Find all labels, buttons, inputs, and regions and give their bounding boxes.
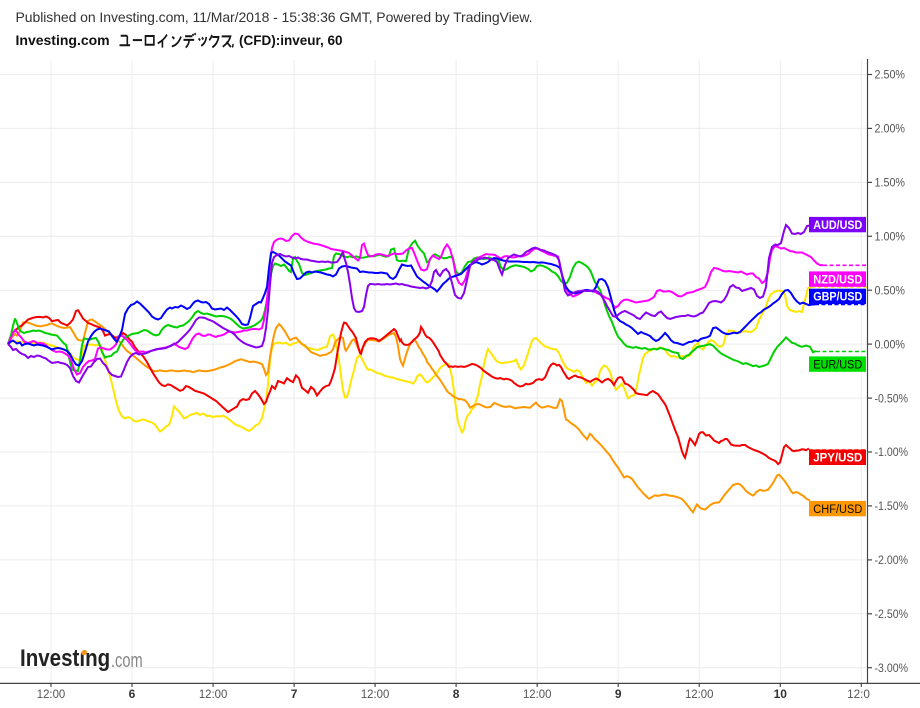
svg-text:0.00%: 0.00% xyxy=(875,337,906,351)
svg-text:1.50%: 1.50% xyxy=(875,176,906,190)
svg-text:2.50%: 2.50% xyxy=(875,68,906,82)
svg-text:12:00: 12:00 xyxy=(361,687,390,701)
svg-text:12:00: 12:00 xyxy=(199,687,228,701)
svg-text:CHF/USD: CHF/USD xyxy=(813,502,862,516)
svg-text:12:00: 12:00 xyxy=(523,687,552,701)
svg-text:10: 10 xyxy=(774,687,788,701)
svg-text:-1.00%: -1.00% xyxy=(875,445,909,459)
svg-text:12:00: 12:00 xyxy=(685,687,714,701)
svg-text:JPY/USD: JPY/USD xyxy=(813,451,862,465)
svg-text:AUD/USD: AUD/USD xyxy=(813,218,862,232)
svg-text:-0.50%: -0.50% xyxy=(875,391,909,405)
svg-text:-2.50%: -2.50% xyxy=(875,607,909,621)
svg-text:GBP/USD: GBP/USD xyxy=(813,290,862,304)
svg-text:NZD/USD: NZD/USD xyxy=(813,272,862,286)
svg-text:EUR/USD: EUR/USD xyxy=(813,357,862,371)
svg-text:12:0: 12:0 xyxy=(847,687,870,701)
svg-text:0.50%: 0.50% xyxy=(875,283,906,297)
svg-text:-3.00%: -3.00% xyxy=(875,661,909,675)
svg-text:-2.00%: -2.00% xyxy=(875,553,909,567)
svg-text:-1.50%: -1.50% xyxy=(875,499,909,513)
svg-text:2.00%: 2.00% xyxy=(875,122,906,136)
svg-text:7: 7 xyxy=(291,687,298,701)
svg-text:8: 8 xyxy=(453,687,460,701)
svg-text:1.00%: 1.00% xyxy=(875,230,906,244)
svg-text:6: 6 xyxy=(129,687,136,701)
svg-text:9: 9 xyxy=(615,687,622,701)
svg-text:12:00: 12:00 xyxy=(37,687,66,701)
